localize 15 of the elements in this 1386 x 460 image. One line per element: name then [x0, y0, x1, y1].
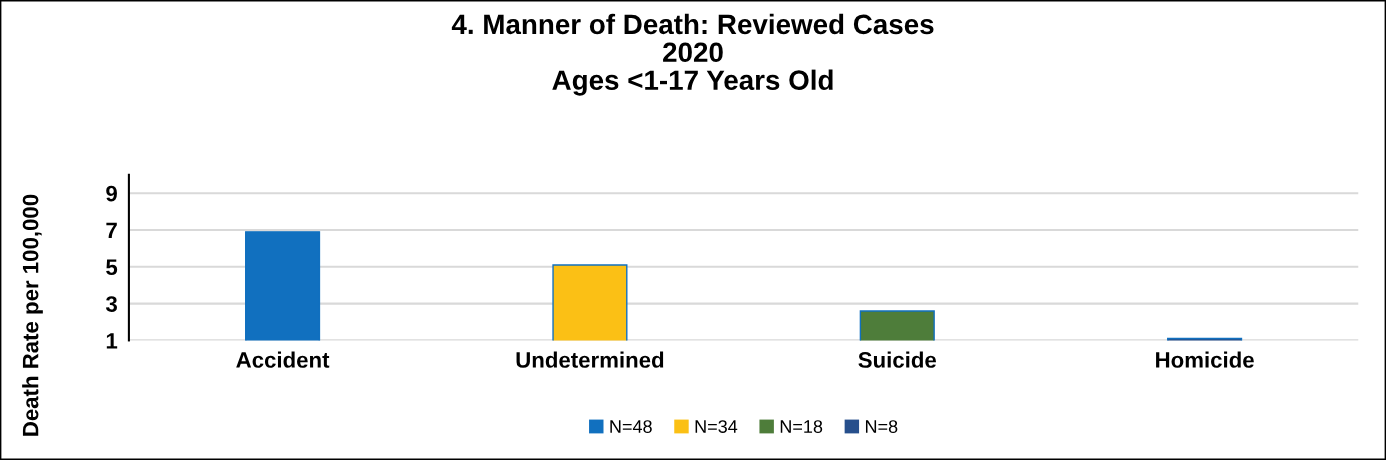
y-tick-label: 5	[106, 259, 118, 276]
x-tick-label: Accident	[236, 351, 330, 368]
x-tick-label: Homicide	[1156, 351, 1254, 368]
y-tick-label: 1	[106, 333, 118, 349]
y-tick-label: 9	[106, 185, 117, 202]
legend-label: N=34	[695, 420, 738, 433]
legend-label: N=48	[610, 420, 652, 433]
legend-label: N=18	[780, 420, 823, 433]
x-tick-label: Suicide	[858, 351, 937, 368]
x-tick-label: Undetermined	[516, 351, 664, 368]
y-axis-title: Death Rate per 100,000	[22, 194, 43, 436]
y-tick-label: 7	[106, 222, 117, 239]
legend-label: N=8	[865, 420, 898, 433]
chart-title: 4. Manner of Death: Reviewed Cases 2020 Ages <1-17 Years Old	[451, 13, 934, 96]
y-tick-label: 3	[105, 296, 117, 312]
